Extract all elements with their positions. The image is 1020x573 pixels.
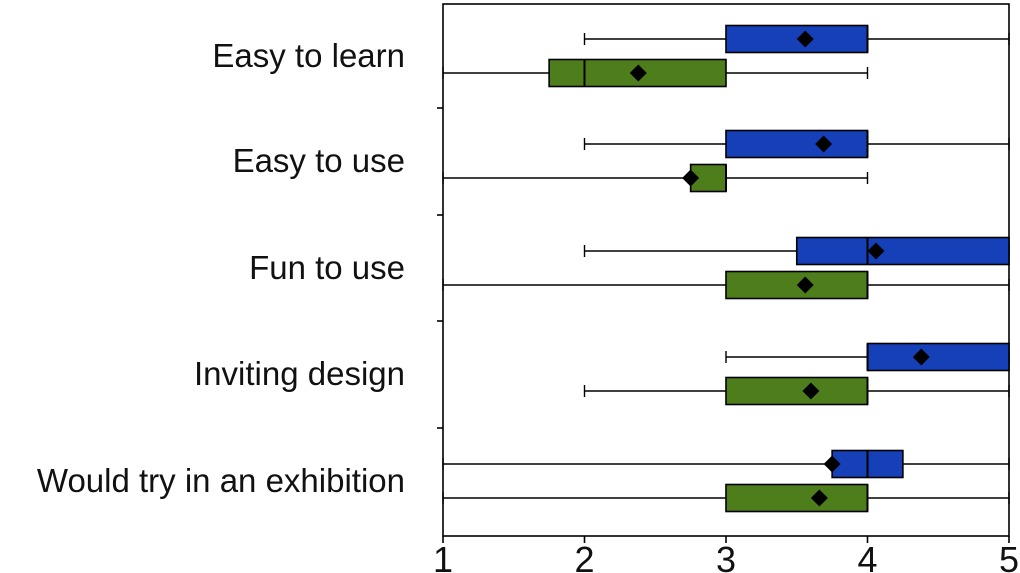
iqr-box xyxy=(725,376,869,406)
mean-diamond xyxy=(682,169,700,187)
mean-diamond xyxy=(796,30,814,48)
box-series1-3 xyxy=(583,236,1010,266)
box-series1-1 xyxy=(583,24,1010,54)
iqr-box xyxy=(866,342,1010,372)
x-tick-label: 2 xyxy=(574,539,594,573)
category-label: Would try in an exhibition xyxy=(37,462,405,499)
mean-diamond xyxy=(815,135,833,153)
category-labels: Easy to learn Easy to use Fun to use Inviti… xyxy=(37,37,405,499)
box-series2-4 xyxy=(583,376,1010,406)
mean-diamond xyxy=(867,242,885,260)
x-tick-label: 1 xyxy=(433,539,453,573)
category-label: Easy to learn xyxy=(212,37,405,74)
category-label: Inviting design xyxy=(194,355,405,392)
iqr-box xyxy=(725,483,869,513)
category-label: Fun to use xyxy=(249,249,405,286)
iqr-box xyxy=(795,236,1010,266)
mean-diamond xyxy=(629,64,647,82)
box-series2-3 xyxy=(442,270,1010,300)
plot-area xyxy=(442,3,1010,537)
box-series2-5 xyxy=(442,483,1010,513)
x-tick-label: 5 xyxy=(999,539,1019,573)
x-tick-label: 4 xyxy=(857,539,877,573)
category-label: Easy to use xyxy=(233,142,405,179)
mean-diamond xyxy=(912,348,930,366)
mean-diamond xyxy=(796,276,814,294)
iqr-box xyxy=(725,129,869,159)
x-tick-label: 3 xyxy=(716,539,736,573)
x-axis: 1 2 3 4 5 xyxy=(433,107,1019,573)
box-series1-4 xyxy=(725,342,1010,372)
mean-diamond xyxy=(802,382,820,400)
box-series2-1 xyxy=(442,58,869,88)
box-series1-2 xyxy=(583,129,1010,159)
box-series1-5 xyxy=(442,449,1010,479)
mean-diamond xyxy=(823,455,841,473)
mean-diamond xyxy=(810,489,828,507)
box-series2-2 xyxy=(442,163,869,193)
